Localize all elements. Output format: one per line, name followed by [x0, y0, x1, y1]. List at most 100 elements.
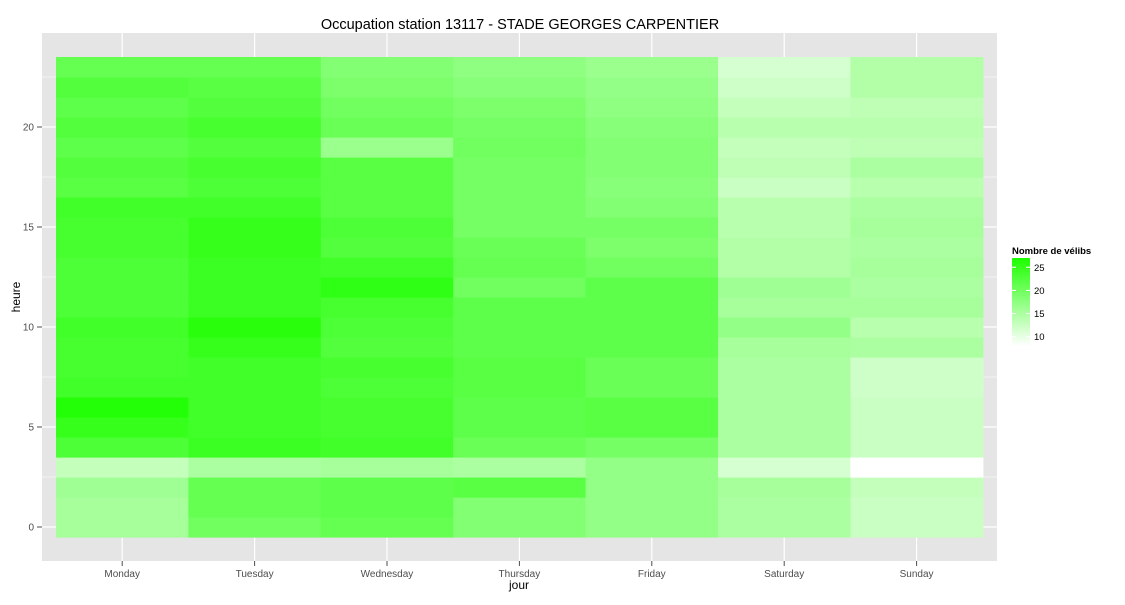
heatmap-cell-thursday-11	[453, 297, 587, 318]
heatmap-cell-monday-12	[56, 277, 189, 298]
heatmap-tiles	[56, 57, 984, 538]
heatmap-cell-saturday-4	[718, 437, 851, 458]
heatmap-cell-saturday-9	[718, 337, 851, 358]
heatmap-cell-thursday-13	[453, 257, 587, 278]
heatmap-cell-friday-4	[585, 437, 719, 458]
heatmap-cell-saturday-12	[718, 277, 851, 298]
heatmap-cell-sunday-14	[850, 237, 984, 258]
heatmap-cell-thursday-19	[453, 137, 587, 158]
heatmap-cell-sunday-19	[850, 137, 984, 158]
heatmap-cell-wednesday-10	[320, 317, 454, 338]
heatmap-cell-sunday-12	[850, 277, 984, 298]
heatmap-cell-sunday-3	[850, 457, 984, 478]
heatmap-cell-wednesday-6	[320, 397, 454, 418]
heatmap-cell-saturday-23	[718, 57, 851, 78]
heatmap-cell-wednesday-16	[320, 197, 454, 218]
heatmap-cell-thursday-18	[453, 157, 587, 178]
y-tick-label: 15	[23, 223, 35, 234]
heatmap-cell-friday-0	[585, 517, 719, 538]
heatmap-cell-sunday-10	[850, 317, 984, 338]
heatmap-cell-sunday-1	[850, 497, 984, 518]
heatmap-cell-saturday-5	[718, 417, 851, 438]
heatmap-cell-tuesday-5	[188, 417, 322, 438]
legend-tick-label: 25	[1034, 263, 1045, 274]
heatmap-cell-thursday-12	[453, 277, 587, 298]
heatmap-cell-saturday-6	[718, 397, 851, 418]
heatmap-cell-saturday-1	[718, 497, 851, 518]
heatmap-cell-thursday-5	[453, 417, 587, 438]
heatmap-cell-tuesday-7	[188, 377, 322, 398]
heatmap-cell-tuesday-21	[188, 97, 322, 118]
heatmap-cell-monday-9	[56, 337, 189, 358]
heatmap-cell-thursday-9	[453, 337, 587, 358]
heatmap-cell-monday-6	[56, 397, 189, 418]
x-axis: Monday Tuesday Wednesday Thursday Friday Satu…	[104, 561, 934, 580]
heatmap-cell-tuesday-14	[188, 237, 322, 258]
heatmap-cell-sunday-18	[850, 157, 984, 178]
heatmap-cell-thursday-21	[453, 97, 587, 118]
heatmap-cell-wednesday-22	[320, 77, 454, 98]
heatmap-cell-monday-10	[56, 317, 189, 338]
heatmap-cell-monday-0	[56, 517, 189, 538]
heatmap-cell-tuesday-12	[188, 277, 322, 298]
heatmap-cell-saturday-3	[718, 457, 851, 478]
heatmap-cell-tuesday-8	[188, 357, 322, 378]
heatmap-cell-saturday-13	[718, 257, 851, 278]
heatmap-cell-saturday-22	[718, 77, 851, 98]
heatmap-cell-tuesday-6	[188, 397, 322, 418]
heatmap-cell-tuesday-22	[188, 77, 322, 98]
heatmap-cell-tuesday-16	[188, 197, 322, 218]
heatmap-cell-monday-2	[56, 477, 189, 498]
y-tick-label: 10	[23, 323, 35, 334]
heatmap-cell-sunday-15	[850, 217, 984, 238]
heatmap-cell-saturday-14	[718, 237, 851, 258]
heatmap-cell-wednesday-17	[320, 177, 454, 198]
x-tick-label-sunday: Sunday	[900, 569, 934, 580]
heatmap-cell-friday-8	[585, 357, 719, 378]
heatmap-cell-wednesday-13	[320, 257, 454, 278]
heatmap-cell-thursday-3	[453, 457, 587, 478]
heatmap-cell-monday-15	[56, 217, 189, 238]
heatmap-cell-thursday-16	[453, 197, 587, 218]
heatmap-cell-sunday-16	[850, 197, 984, 218]
heatmap-cell-sunday-22	[850, 77, 984, 98]
heatmap-cell-sunday-5	[850, 417, 984, 438]
heatmap-cell-monday-13	[56, 257, 189, 278]
heatmap-cell-wednesday-0	[320, 517, 454, 538]
heatmap-cell-wednesday-5	[320, 417, 454, 438]
heatmap-cell-monday-23	[56, 57, 189, 78]
y-tick-label: 5	[28, 423, 34, 434]
heatmap-cell-friday-22	[585, 77, 719, 98]
heatmap-cell-wednesday-21	[320, 97, 454, 118]
legend: Nombre de vélibs 10 15 20 25	[1012, 246, 1091, 346]
heatmap-cell-thursday-1	[453, 497, 587, 518]
heatmap-cell-thursday-6	[453, 397, 587, 418]
heatmap-cell-friday-21	[585, 97, 719, 118]
heatmap-cell-saturday-19	[718, 137, 851, 158]
heatmap-cell-thursday-2	[453, 477, 587, 498]
heatmap-cell-thursday-4	[453, 437, 587, 458]
heatmap-cell-wednesday-23	[320, 57, 454, 78]
heatmap-cell-sunday-6	[850, 397, 984, 418]
heatmap-cell-sunday-2	[850, 477, 984, 498]
legend-tick-label: 20	[1034, 286, 1045, 297]
heatmap-cell-wednesday-12	[320, 277, 454, 298]
heatmap-cell-tuesday-1	[188, 497, 322, 518]
heatmap-cell-wednesday-15	[320, 217, 454, 238]
heatmap-cell-sunday-17	[850, 177, 984, 198]
heatmap-cell-tuesday-20	[188, 117, 322, 138]
heatmap-cell-wednesday-14	[320, 237, 454, 258]
heatmap-cell-tuesday-19	[188, 137, 322, 158]
heatmap-cell-saturday-7	[718, 377, 851, 398]
heatmap-cell-tuesday-0	[188, 517, 322, 538]
heatmap-cell-thursday-23	[453, 57, 587, 78]
heatmap-cell-friday-6	[585, 397, 719, 418]
heatmap-cell-friday-10	[585, 317, 719, 338]
heatmap-cell-wednesday-19	[320, 137, 454, 158]
heatmap-cell-wednesday-20	[320, 117, 454, 138]
heatmap-cell-sunday-11	[850, 297, 984, 318]
heatmap-cell-friday-14	[585, 237, 719, 258]
heatmap-cell-tuesday-13	[188, 257, 322, 278]
heatmap-cell-tuesday-9	[188, 337, 322, 358]
